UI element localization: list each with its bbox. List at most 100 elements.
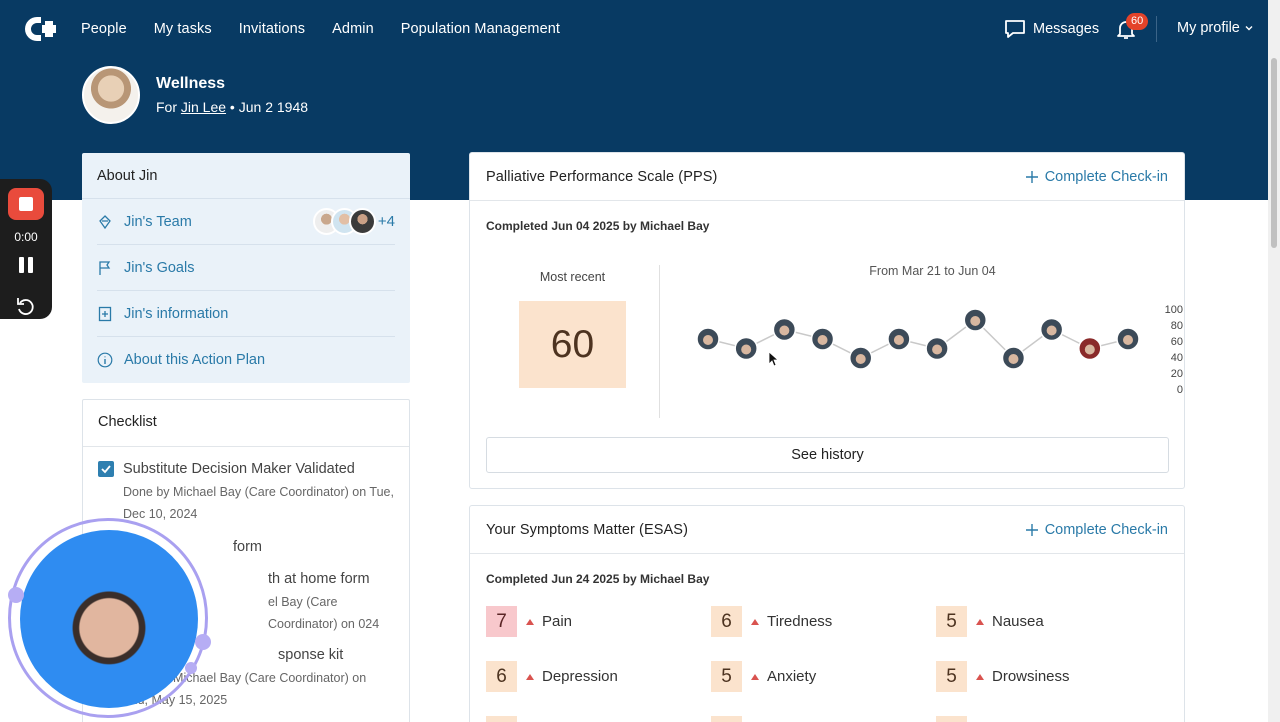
chart-point-avatar[interactable] xyxy=(696,327,720,351)
nav-links: People My tasks Invitations Admin Popula… xyxy=(81,0,560,58)
info-circle-icon xyxy=(97,352,113,368)
symptom-tiredness: 6 Tiredness xyxy=(711,606,832,637)
about-item-label: Jin's information xyxy=(124,305,229,322)
webcam-ring xyxy=(8,518,208,718)
checklist-item-meta: Done by Michael Bay (Care Coordinator) o… xyxy=(123,485,394,521)
webcam-decoration xyxy=(8,587,24,603)
page-scrollbar[interactable] xyxy=(1268,0,1280,722)
plus-icon xyxy=(1025,170,1038,183)
stop-recording-button[interactable] xyxy=(8,188,44,220)
patient-info: Wellness For Jin Lee • Jun 2 1948 xyxy=(156,75,308,115)
most-recent-score: 60 xyxy=(519,301,626,388)
chart-point-avatar[interactable] xyxy=(963,308,988,332)
esas-complete-checkin-button[interactable]: Complete Check-in xyxy=(1025,522,1168,538)
about-item-information[interactable]: Jin's information xyxy=(97,291,395,337)
my-profile-menu[interactable]: My profile xyxy=(1177,20,1254,36)
checklist-item-title: sponse kit xyxy=(278,647,344,663)
about-item-label: Jin's Team xyxy=(124,213,192,230)
recording-timer: 0:00 xyxy=(14,230,38,244)
app-logo-icon[interactable] xyxy=(24,16,56,42)
symptom-score xyxy=(486,716,517,722)
flag-icon xyxy=(97,260,113,276)
chart-point-avatar[interactable] xyxy=(1116,327,1140,351)
y-tick-label: 0 xyxy=(1177,384,1183,396)
esas-card: Your Symptoms Matter (ESAS) Complete Che… xyxy=(469,505,1185,722)
check-icon xyxy=(101,465,111,474)
for-prefix: For xyxy=(156,99,181,115)
chart-point-avatar[interactable] xyxy=(887,327,911,351)
webcam-bubble[interactable] xyxy=(20,530,198,708)
page-title: Wellness xyxy=(156,75,226,92)
esas-completed-text: Completed Jun 24 2025 by Michael Bay xyxy=(486,572,710,586)
chevron-down-icon xyxy=(1245,26,1253,31)
checklist-item-meta: el Bay (Care Coordinator) on 024 xyxy=(268,595,380,631)
symptom-label: Tiredness xyxy=(767,613,833,630)
chart-point-avatar[interactable] xyxy=(848,346,873,370)
checklist-heading: Checklist xyxy=(83,400,409,447)
pps-completed-text: Completed Jun 04 2025 by Michael Bay xyxy=(486,219,710,233)
patient-name-link[interactable]: Jin Lee xyxy=(180,99,227,115)
pps-chart: 100 80 60 40 20 0 xyxy=(696,304,1183,396)
about-item-goals[interactable]: Jin's Goals xyxy=(97,245,395,291)
chat-bubble-icon xyxy=(1005,20,1025,38)
chart-point-avatar[interactable] xyxy=(772,317,797,342)
symptom-partial-row xyxy=(711,716,742,722)
checklist-item-title: Substitute Decision Maker Validated xyxy=(123,461,355,477)
checkbox-checked[interactable] xyxy=(98,461,114,477)
symptom-score: 6 xyxy=(711,606,742,637)
nav-people[interactable]: People xyxy=(81,21,127,37)
symptom-label: Drowsiness xyxy=(992,668,1070,685)
esas-card-header: Your Symptoms Matter (ESAS) Complete Che… xyxy=(470,506,1184,554)
trend-up-icon xyxy=(976,673,984,680)
esas-title: Your Symptoms Matter (ESAS) xyxy=(486,521,689,538)
y-tick-label: 80 xyxy=(1171,320,1183,332)
symptom-partial-row xyxy=(486,716,517,722)
messages-button[interactable]: Messages xyxy=(1003,17,1099,41)
messages-label: Messages xyxy=(1033,21,1100,37)
checklist-item-title: th at home form xyxy=(268,571,370,587)
pps-card-header: Palliative Performance Scale (PPS) Compl… xyxy=(470,153,1184,201)
checklist-item-title: form xyxy=(233,539,262,555)
chart-range-label: From Mar 21 to Jun 04 xyxy=(869,264,996,278)
symptom-score: 5 xyxy=(936,661,967,692)
chart-point-avatar[interactable] xyxy=(1078,336,1102,361)
patient-header: Wellness For Jin Lee • Jun 2 1948 xyxy=(82,66,308,124)
top-nav: People My tasks Invitations Admin Popula… xyxy=(0,0,1268,58)
nav-invitations[interactable]: Invitations xyxy=(238,21,306,37)
chart-point-avatar[interactable] xyxy=(925,336,949,361)
trend-up-icon xyxy=(751,618,759,625)
trend-up-icon xyxy=(526,673,534,680)
webcam-decoration xyxy=(195,634,211,650)
nav-population-management[interactable]: Population Management xyxy=(400,21,561,37)
pause-icon[interactable] xyxy=(19,257,33,273)
notification-badge: 60 xyxy=(1126,13,1149,30)
pps-title: Palliative Performance Scale (PPS) xyxy=(486,168,718,185)
see-history-button[interactable]: See history xyxy=(486,437,1169,473)
webcam-decoration xyxy=(185,662,197,674)
nav-admin[interactable]: Admin xyxy=(332,21,374,37)
chart-point-avatar[interactable] xyxy=(734,336,758,361)
chart-point-avatar[interactable] xyxy=(1039,317,1064,342)
symptom-score: 5 xyxy=(711,661,742,692)
pps-complete-checkin-button[interactable]: Complete Check-in xyxy=(1025,169,1168,185)
checklist-item: th at home form el Bay (Care Coordinator… xyxy=(83,557,409,635)
symptom-pain: 7 Pain xyxy=(486,606,572,637)
about-item-action-plan[interactable]: About this Action Plan xyxy=(97,337,395,383)
team-avatars[interactable]: +4 xyxy=(312,208,395,235)
symptom-nausea: 5 Nausea xyxy=(936,606,1044,637)
scroll-thumb[interactable] xyxy=(1271,58,1277,248)
chart-point-avatar[interactable] xyxy=(1001,346,1026,370)
restart-icon[interactable] xyxy=(15,295,37,317)
about-item-label: About this Action Plan xyxy=(124,352,266,368)
y-tick-label: 20 xyxy=(1171,368,1183,380)
checkin-label: Complete Check-in xyxy=(1044,521,1168,538)
nav-my-tasks[interactable]: My tasks xyxy=(153,21,212,37)
chart-point-avatar[interactable] xyxy=(810,327,835,351)
team-icon xyxy=(97,214,113,230)
symptom-label: Depression xyxy=(542,668,618,685)
about-item-team[interactable]: Jin's Team +4 xyxy=(97,199,395,245)
symptom-anxiety: 5 Anxiety xyxy=(711,661,816,692)
profile-label: My profile xyxy=(1177,20,1240,36)
symptom-label: Pain xyxy=(542,613,573,630)
nav-divider xyxy=(1156,16,1157,42)
